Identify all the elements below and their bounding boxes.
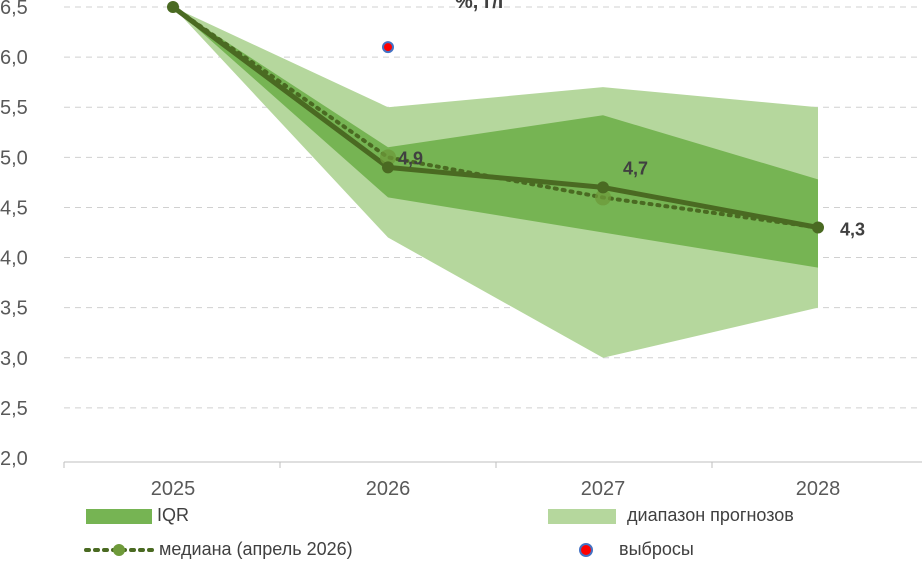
x-tick-label: 2026 <box>366 478 411 500</box>
legend-median-april-swatch <box>84 544 154 557</box>
legend-range-label: диапазон прогнозов <box>627 505 794 525</box>
median-april-point <box>595 189 611 206</box>
y-tick-label: 4,0 <box>0 248 28 270</box>
data-labels: 4,9 4,7 4,3 <box>398 148 865 239</box>
legend-outliers-label: выбросы <box>619 539 694 559</box>
legend-outliers-swatch <box>579 543 593 558</box>
legend-iqr-label: IQR <box>157 505 190 525</box>
legend-median-april-label: медиана (апрель 2026) <box>159 539 353 559</box>
y-tick-label: 3,0 <box>0 348 28 370</box>
median-point <box>597 181 609 194</box>
y-tick-label: 5,5 <box>0 97 28 119</box>
median-april-line <box>171 5 820 230</box>
x-axis: 2025 2026 2027 2028 <box>63 461 922 500</box>
outlier-point <box>382 41 394 54</box>
series-points <box>167 1 824 234</box>
bands <box>173 7 818 358</box>
iqr-band <box>173 7 818 268</box>
legend-iqr: IQR <box>86 505 189 526</box>
x-tick-label: 2027 <box>581 478 626 500</box>
y-tick-label: 6,5 <box>0 0 28 19</box>
legend-range: диапазон прогнозов <box>548 505 794 526</box>
y-tick-label: 2,0 <box>0 448 28 470</box>
median-point <box>167 1 179 13</box>
y-tick-label: 3,5 <box>0 298 28 320</box>
chart-title: %, г/г <box>455 0 506 13</box>
data-label: 4,7 <box>623 158 648 178</box>
y-axis: 2,0 2,5 3,0 3,5 4,0 4,5 5,0 5,5 6,0 6,5 <box>0 0 28 470</box>
data-label: 4,3 <box>840 219 865 239</box>
y-tick-label: 6,0 <box>0 47 28 69</box>
legend-median-april: медиана (апрель 2026) <box>84 539 353 560</box>
legend-range-swatch <box>548 508 616 524</box>
data-label: 4,9 <box>398 148 423 168</box>
y-tick-label: 4,5 <box>0 197 28 219</box>
y-tick-label: 2,5 <box>0 398 28 420</box>
median-point <box>812 221 824 234</box>
median-point <box>382 161 394 174</box>
legend-outliers: выбросы <box>578 539 694 560</box>
series-lines <box>171 4 820 230</box>
median-april-point <box>380 149 396 166</box>
x-tick-label: 2028 <box>796 478 841 500</box>
legend-iqr-swatch <box>86 508 152 524</box>
y-tick-label: 5,0 <box>0 147 28 169</box>
x-tick-label: 2025 <box>151 478 196 500</box>
